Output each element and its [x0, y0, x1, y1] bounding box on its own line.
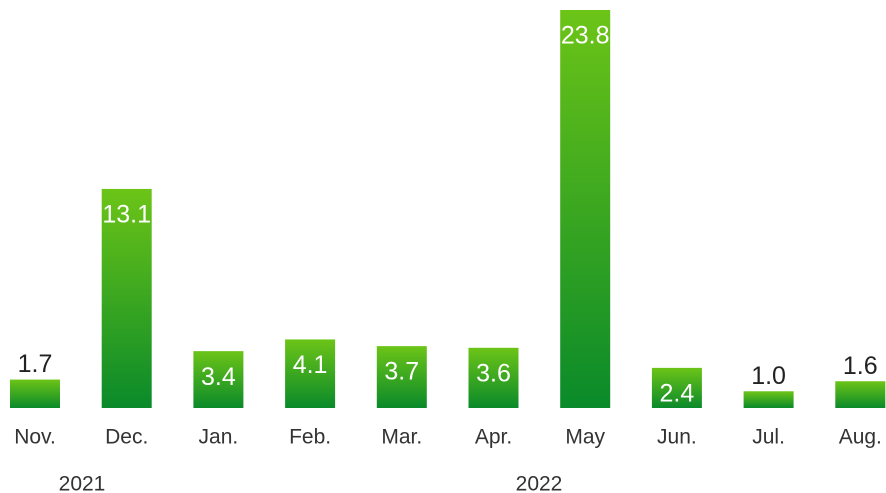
value-label: 2.4 [660, 379, 695, 407]
bar [376, 346, 427, 408]
value-label: 1.7 [18, 350, 53, 378]
bar [651, 367, 702, 408]
bar [10, 379, 60, 408]
value-label: 3.4 [201, 363, 236, 391]
bar [468, 347, 519, 408]
bar [101, 188, 152, 408]
value-label: 1.0 [751, 362, 786, 390]
bar [560, 10, 611, 408]
bar [285, 339, 336, 408]
bar [193, 351, 244, 408]
value-label: 13.1 [102, 201, 151, 229]
value-label: 3.6 [476, 359, 511, 387]
x-tick-label: Jul. [752, 426, 785, 449]
x-tick-label: Jun. [657, 426, 697, 449]
x-tick-label: May [565, 426, 605, 449]
x-tick-label: Dec. [105, 426, 148, 449]
year-label: 2022 [516, 473, 563, 493]
value-label: 3.7 [384, 358, 419, 386]
x-tick-label: Aug. [839, 426, 882, 449]
year-label: 2021 [59, 473, 106, 493]
x-tick-label: Jan. [199, 426, 239, 449]
value-label: 23.8 [561, 22, 610, 50]
bar [835, 381, 886, 408]
bar [743, 391, 794, 408]
value-label: 1.6 [843, 352, 878, 380]
x-tick-label: Mar. [381, 426, 422, 449]
x-tick-label: Feb. [289, 426, 331, 449]
value-label: 4.1 [293, 351, 328, 379]
x-tick-label: Nov. [14, 426, 56, 449]
x-tick-label: Apr. [475, 426, 512, 449]
